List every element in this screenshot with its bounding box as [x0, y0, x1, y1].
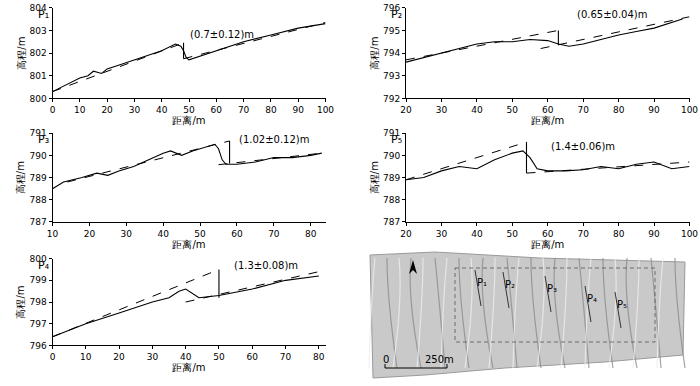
svg-text:804: 804: [30, 3, 47, 13]
svg-text:距离/m: 距离/m: [172, 239, 205, 250]
svg-text:距离/m: 距离/m: [172, 115, 205, 126]
svg-text:P₁: P₁: [477, 277, 487, 288]
svg-text:80: 80: [613, 105, 625, 115]
svg-text:距离/m: 距离/m: [172, 362, 205, 373]
svg-text:20: 20: [113, 352, 125, 362]
svg-text:0: 0: [383, 354, 389, 365]
svg-text:790: 790: [30, 151, 47, 161]
svg-text:801: 801: [30, 71, 47, 81]
svg-text:80: 80: [265, 105, 277, 115]
svg-text:791: 791: [30, 128, 47, 138]
svg-text:798: 798: [30, 297, 47, 307]
svg-text:795: 795: [383, 26, 400, 36]
svg-text:100: 100: [317, 105, 334, 115]
svg-text:40: 40: [471, 105, 483, 115]
svg-text:70: 70: [280, 352, 292, 362]
svg-text:50: 50: [507, 229, 519, 239]
svg-text:(1.4±0.06)m: (1.4±0.06)m: [551, 141, 615, 152]
svg-text:802: 802: [30, 48, 47, 58]
svg-text:高程/m: 高程/m: [369, 161, 380, 194]
svg-text:70: 70: [577, 229, 589, 239]
svg-text:797: 797: [30, 319, 47, 329]
svg-text:60: 60: [542, 105, 554, 115]
svg-text:距离/m: 距离/m: [531, 115, 564, 126]
svg-text:30: 30: [436, 229, 448, 239]
svg-text:803: 803: [30, 26, 47, 36]
svg-text:30: 30: [436, 105, 448, 115]
svg-text:50: 50: [194, 229, 206, 239]
svg-text:794: 794: [383, 48, 400, 58]
svg-text:20: 20: [84, 229, 96, 239]
svg-text:788: 788: [383, 195, 400, 205]
svg-text:30: 30: [129, 105, 141, 115]
svg-text:10: 10: [47, 229, 59, 239]
svg-text:30: 30: [147, 352, 159, 362]
svg-text:100: 100: [681, 105, 698, 115]
svg-text:90: 90: [648, 229, 660, 239]
svg-text:(0.7±0.12)m: (0.7±0.12)m: [190, 29, 254, 40]
svg-text:(0.65±0.04)m: (0.65±0.04)m: [577, 9, 647, 20]
svg-text:60: 60: [542, 229, 554, 239]
svg-text:80: 80: [305, 229, 317, 239]
svg-text:(1.3±0.08)m: (1.3±0.08)m: [234, 260, 298, 271]
svg-text:P₄: P₄: [587, 293, 597, 304]
svg-text:60: 60: [231, 229, 243, 239]
svg-text:0: 0: [50, 105, 56, 115]
svg-text:P₃: P₃: [547, 283, 557, 294]
svg-text:20: 20: [400, 105, 412, 115]
svg-text:P₁: P₁: [38, 8, 49, 21]
svg-text:788: 788: [30, 195, 47, 205]
svg-text:80: 80: [313, 352, 325, 362]
svg-text:P₂: P₂: [505, 279, 515, 290]
svg-text:50: 50: [507, 105, 519, 115]
svg-text:10: 10: [74, 105, 86, 115]
svg-text:800: 800: [30, 254, 47, 264]
svg-text:787: 787: [30, 217, 47, 227]
svg-text:高程/m: 高程/m: [16, 37, 27, 70]
svg-text:20: 20: [400, 229, 412, 239]
svg-text:70: 70: [577, 105, 589, 115]
svg-text:距离/m: 距离/m: [531, 239, 564, 250]
svg-text:40: 40: [471, 229, 483, 239]
svg-text:787: 787: [383, 217, 400, 227]
svg-text:40: 40: [180, 352, 192, 362]
svg-text:60: 60: [247, 352, 259, 362]
svg-text:50: 50: [213, 352, 225, 362]
svg-text:0: 0: [50, 352, 56, 362]
svg-text:90: 90: [292, 105, 304, 115]
svg-text:80: 80: [613, 229, 625, 239]
svg-text:792: 792: [383, 94, 400, 104]
svg-text:10: 10: [80, 352, 92, 362]
svg-text:P₅: P₅: [617, 299, 627, 310]
svg-text:60: 60: [211, 105, 223, 115]
svg-text:789: 789: [30, 173, 47, 183]
svg-text:高程/m: 高程/m: [369, 37, 380, 70]
svg-text:100: 100: [681, 229, 698, 239]
svg-text:30: 30: [121, 229, 133, 239]
svg-text:40: 40: [157, 229, 169, 239]
svg-text:793: 793: [383, 71, 400, 81]
svg-text:789: 789: [383, 173, 400, 183]
svg-text:P₅: P₅: [391, 133, 402, 146]
svg-text:20: 20: [101, 105, 113, 115]
svg-text:796: 796: [383, 3, 400, 13]
svg-text:(1.02±0.12)m: (1.02±0.12)m: [239, 134, 309, 145]
svg-text:796: 796: [30, 341, 47, 351]
svg-text:70: 70: [268, 229, 280, 239]
svg-text:P₄: P₄: [38, 259, 50, 272]
svg-text:250m: 250m: [425, 354, 454, 365]
svg-text:高程/m: 高程/m: [16, 161, 27, 194]
svg-text:P₃: P₃: [38, 133, 49, 146]
svg-text:790: 790: [383, 151, 400, 161]
svg-text:P₂: P₂: [391, 8, 402, 21]
svg-text:791: 791: [383, 128, 400, 138]
svg-text:800: 800: [30, 94, 47, 104]
svg-text:70: 70: [238, 105, 250, 115]
svg-text:90: 90: [648, 105, 660, 115]
svg-text:高程/m: 高程/m: [16, 285, 27, 318]
svg-text:40: 40: [156, 105, 168, 115]
svg-text:799: 799: [30, 275, 47, 285]
svg-text:50: 50: [183, 105, 195, 115]
